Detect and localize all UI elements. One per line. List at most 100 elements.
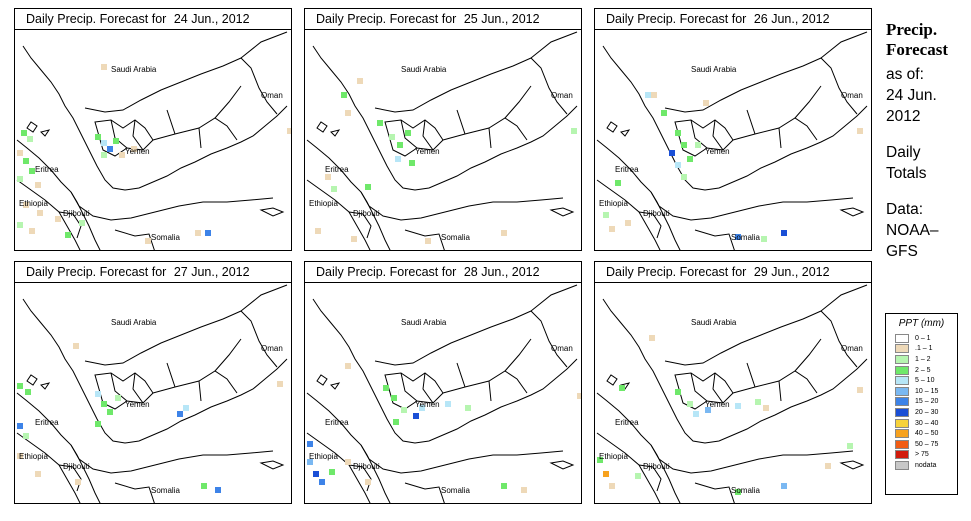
- legend-swatch: [895, 450, 909, 460]
- legend-swatch: [895, 407, 909, 417]
- label-yemen: Yemen: [415, 147, 440, 156]
- legend-swatch: [895, 439, 909, 449]
- forecast-panel-1: Daily Precip. Forecast for 24 Jun., 2012: [14, 8, 292, 251]
- precip-cells: [603, 92, 863, 242]
- legend-swatch: [895, 354, 909, 364]
- label-djibouti: Djibouti: [353, 462, 380, 471]
- legend-label: nodata: [915, 461, 937, 469]
- label-oman: Oman: [551, 344, 573, 353]
- legend-item: 2 – 5: [886, 365, 957, 376]
- precip-map: Saudi Arabia Oman Yemen Eritrea Ethiopia…: [596, 284, 868, 503]
- panel-title-text: Daily Precip. Forecast for: [606, 265, 747, 279]
- label-eritrea: Eritrea: [615, 165, 639, 174]
- precip-map: Saudi Arabia Oman Yemen Eritrea Ethiopia…: [16, 284, 288, 503]
- side-data-1: Data:: [886, 201, 924, 218]
- panel-title-text: Daily Precip. Forecast for: [316, 12, 457, 26]
- side-info: Precip. Forecast as of: 24 Jun. 2012 Dai…: [886, 20, 971, 262]
- legend-item: 5 – 10: [886, 375, 957, 386]
- label-oman: Oman: [551, 91, 573, 100]
- legend-item: 1 – 2: [886, 354, 957, 365]
- legend-label: 15 – 20: [915, 398, 939, 406]
- label-djibouti: Djibouti: [63, 462, 90, 471]
- side-date-1: 24 Jun.: [886, 87, 937, 104]
- legend-item: 15 – 20: [886, 397, 957, 408]
- label-djibouti: Djibouti: [353, 209, 380, 218]
- label-oman: Oman: [841, 91, 863, 100]
- legend-swatch: [895, 460, 909, 470]
- label-saudi-arabia: Saudi Arabia: [401, 318, 447, 327]
- legend-item: .1 – 1: [886, 344, 957, 355]
- side-title-2: Forecast: [886, 40, 948, 59]
- legend-label: 0 – 1: [915, 334, 931, 342]
- label-ethiopia: Ethiopia: [19, 452, 48, 461]
- precip-cells: [597, 335, 863, 495]
- legend-label: 10 – 15: [915, 387, 939, 395]
- panel-date: 25 Jun., 2012: [463, 12, 540, 26]
- label-oman: Oman: [261, 91, 283, 100]
- legend-item: 40 – 50: [886, 428, 957, 439]
- panel-date: 28 Jun., 2012: [463, 265, 540, 279]
- panel-title: Daily Precip. Forecast for 24 Jun., 2012: [15, 9, 291, 30]
- panel-title-text: Daily Precip. Forecast for: [316, 265, 457, 279]
- label-djibouti: Djibouti: [643, 209, 670, 218]
- panel-title: Daily Precip. Forecast for 29 Jun., 2012: [595, 262, 871, 283]
- label-ethiopia: Ethiopia: [309, 452, 338, 461]
- panel-title-text: Daily Precip. Forecast for: [26, 12, 167, 26]
- precip-cells: [17, 343, 283, 493]
- label-eritrea: Eritrea: [35, 165, 59, 174]
- label-eritrea: Eritrea: [35, 418, 59, 427]
- label-djibouti: Djibouti: [643, 462, 670, 471]
- legend-swatch: [895, 418, 909, 428]
- precip-cells: [17, 64, 291, 244]
- panel-title: Daily Precip. Forecast for 27 Jun., 2012: [15, 262, 291, 283]
- legend-item: 0 – 1: [886, 333, 957, 344]
- label-ethiopia: Ethiopia: [309, 199, 338, 208]
- side-title-1: Precip.: [886, 20, 938, 39]
- legend-swatch: [895, 376, 909, 386]
- label-saudi-arabia: Saudi Arabia: [111, 65, 157, 74]
- label-saudi-arabia: Saudi Arabia: [691, 65, 737, 74]
- forecast-panel-4: Daily Precip. Forecast for 27 Jun., 2012…: [14, 261, 292, 504]
- label-somalia: Somalia: [441, 233, 470, 242]
- legend-item: > 75: [886, 450, 957, 461]
- legend-item: 50 – 75: [886, 439, 957, 450]
- precip-legend: PPT (mm) 0 – 1 .1 – 1 1 – 2 2 – 5 5 – 10 10 –…: [885, 313, 958, 495]
- label-somalia: Somalia: [151, 233, 180, 242]
- precip-cells: [315, 78, 577, 244]
- legend-rows: 0 – 1 .1 – 1 1 – 2 2 – 5 5 – 10 10 – 15 15 – 2…: [886, 333, 957, 471]
- label-yemen: Yemen: [705, 400, 730, 409]
- legend-item: nodata: [886, 460, 957, 471]
- label-djibouti: Djibouti: [63, 209, 90, 218]
- side-daily-1: Daily: [886, 144, 921, 161]
- legend-item: 20 – 30: [886, 407, 957, 418]
- panel-date: 24 Jun., 2012: [173, 12, 250, 26]
- label-yemen: Yemen: [125, 400, 150, 409]
- side-daily-2: Totals: [886, 165, 927, 182]
- label-saudi-arabia: Saudi Arabia: [111, 318, 157, 327]
- precip-cells: [307, 363, 581, 493]
- label-somalia: Somalia: [441, 486, 470, 495]
- label-yemen: Yemen: [125, 147, 150, 156]
- legend-label: 30 – 40: [915, 419, 939, 427]
- label-oman: Oman: [841, 344, 863, 353]
- legend-label: 2 – 5: [915, 366, 931, 374]
- side-data-3: GFS: [886, 243, 918, 260]
- panel-date: 29 Jun., 2012: [753, 265, 830, 279]
- label-saudi-arabia: Saudi Arabia: [691, 318, 737, 327]
- label-somalia: Somalia: [151, 486, 180, 495]
- side-asof: as of:: [886, 66, 924, 83]
- side-data-2: NOAA–: [886, 222, 939, 239]
- precip-map: Saudi Arabia Oman Yemen Eritrea Ethiopia…: [16, 31, 291, 250]
- panel-date: 26 Jun., 2012: [753, 12, 830, 26]
- legend-swatch: [895, 429, 909, 439]
- legend-label: > 75: [915, 451, 929, 459]
- legend-label: 50 – 75: [915, 440, 939, 448]
- legend-swatch: [895, 386, 909, 396]
- forecast-panel-2: Daily Precip. Forecast for 25 Jun., 2012…: [304, 8, 582, 251]
- legend-title: PPT (mm): [898, 318, 945, 329]
- legend-swatch: [895, 365, 909, 375]
- panel-title: Daily Precip. Forecast for 28 Jun., 2012: [305, 262, 581, 283]
- legend-swatch: [895, 333, 909, 343]
- precip-map: Saudi Arabia Oman Yemen Eritrea Ethiopia…: [306, 284, 581, 503]
- legend-label: 20 – 30: [915, 408, 939, 416]
